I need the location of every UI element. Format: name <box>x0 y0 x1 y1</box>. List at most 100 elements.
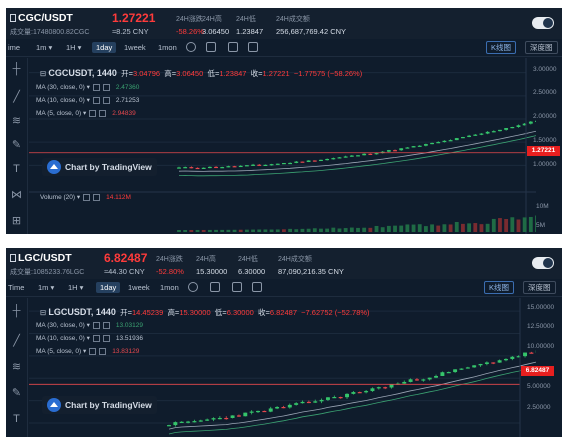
day-interval-button[interactable]: 1day <box>96 282 121 293</box>
volume-bar <box>374 225 379 232</box>
cgc-price-chart[interactable] <box>29 58 536 234</box>
month-interval-button[interactable]: 1mon <box>158 43 177 52</box>
week-interval-button[interactable]: 1week <box>128 283 150 292</box>
volume-bar <box>356 227 360 232</box>
ma30-value: 2.47360 <box>115 84 140 91</box>
fullscreen-icon[interactable] <box>232 282 242 292</box>
measure-icon[interactable]: ⊞ <box>11 215 22 227</box>
hour-dropdown[interactable]: 1H ▾ <box>66 43 82 52</box>
day-interval-button[interactable]: 1day <box>92 42 117 53</box>
volume-bar <box>461 223 465 232</box>
minute-dropdown[interactable]: 1m ▾ <box>38 283 55 292</box>
text-icon[interactable]: T <box>13 413 20 425</box>
tradingview-badge[interactable]: Chart by TradingView <box>42 158 157 176</box>
candle <box>189 167 194 169</box>
screenshot-icon[interactable] <box>248 42 258 52</box>
screenshot-icon[interactable] <box>252 282 262 292</box>
ma10-close-icon[interactable] <box>102 96 110 104</box>
candle <box>300 401 305 404</box>
candle <box>440 372 445 376</box>
ma10-close-icon[interactable] <box>102 334 110 342</box>
candle <box>319 399 324 402</box>
volume-close-icon[interactable] <box>93 193 101 201</box>
ma30-close-icon[interactable] <box>102 321 110 329</box>
pattern-icon[interactable]: ⋈ <box>11 189 22 201</box>
candle <box>516 125 521 127</box>
legend-collapse-icon[interactable]: ⊟ <box>40 308 49 317</box>
time-label: ime <box>8 43 21 52</box>
low-value: 6.30000 <box>238 267 266 276</box>
brush-icon[interactable]: ✎ <box>11 387 22 399</box>
depth-button[interactable]: 深度图 <box>525 41 558 54</box>
ma5-row[interactable]: MA (5, close, 0) ▾ 13.83129 <box>36 347 139 355</box>
month-interval-button[interactable]: 1mon <box>160 283 179 292</box>
ma5-close-icon[interactable] <box>99 347 107 355</box>
lgc-price-chart[interactable] <box>29 298 536 437</box>
legend-collapse-icon[interactable]: ⊟ <box>40 69 49 78</box>
settings-icon[interactable] <box>186 42 196 52</box>
indicator-icon[interactable] <box>210 282 220 292</box>
candle <box>448 140 453 142</box>
ma5-close-icon[interactable] <box>99 109 107 117</box>
ma30-row[interactable]: MA (30, close, 0) ▾ 13.03129 <box>36 321 143 329</box>
volume-bar <box>319 228 323 232</box>
tradingview-badge[interactable]: Chart by TradingView <box>42 396 157 414</box>
candle <box>516 356 521 358</box>
volume-bar <box>399 225 404 232</box>
ma30-row[interactable]: MA (30, close, 0) ▾ 2.47360 <box>36 83 139 91</box>
minute-dropdown[interactable]: 1m ▾ <box>36 43 53 52</box>
week-interval-button[interactable]: 1week <box>124 43 146 52</box>
pair-title[interactable]: CGC/USDT <box>10 12 73 24</box>
ma5-row[interactable]: MA (5, close, 0) ▾ 2.94839 <box>36 109 136 117</box>
ma10-row[interactable]: MA (10, close, 0) ▾ 13.51936 <box>36 334 143 342</box>
ma30-close-icon[interactable] <box>102 83 110 91</box>
trendline-icon[interactable]: ╱ <box>13 335 20 347</box>
volume-bar <box>294 229 299 232</box>
candle <box>408 379 413 382</box>
pair-title[interactable]: LGC/USDT <box>10 252 72 264</box>
trendline-icon[interactable]: ╱ <box>13 91 20 103</box>
candle <box>465 367 470 369</box>
volume-bar <box>183 229 188 232</box>
indicator-icon[interactable] <box>206 42 216 52</box>
hour-dropdown[interactable]: 1H ▾ <box>68 283 84 292</box>
text-icon[interactable]: T <box>13 163 20 175</box>
fullscreen-icon[interactable] <box>228 42 238 52</box>
kline-button[interactable]: K线图 <box>486 41 517 54</box>
candle <box>402 381 407 384</box>
ma30-settings-icon[interactable] <box>92 321 100 329</box>
ma10-value: 13.51936 <box>115 335 143 342</box>
change-label: 24H涨跌 <box>176 16 203 23</box>
candle <box>362 153 367 156</box>
volume-indicator-row[interactable]: Volume (20) ▾ 14.112M <box>40 193 131 201</box>
candle <box>386 150 391 152</box>
volume-settings-icon[interactable] <box>83 193 91 201</box>
candle <box>195 167 200 170</box>
candle <box>459 368 464 370</box>
crosshair-icon[interactable]: ┼ <box>12 63 21 75</box>
last-price-tag: 6.82487 <box>521 366 554 376</box>
settings-icon[interactable] <box>188 282 198 292</box>
brush-icon[interactable]: ✎ <box>11 139 22 151</box>
volume-bar <box>528 216 533 232</box>
change-legend: −1.77575 (−58.26%) <box>293 69 363 78</box>
ma30-settings-icon[interactable] <box>92 83 100 91</box>
fib-icon[interactable]: ≋ <box>11 115 22 127</box>
candle <box>423 144 428 146</box>
ma10-settings-icon[interactable] <box>92 96 100 104</box>
ma5-settings-icon[interactable] <box>89 109 97 117</box>
high-value: 3.06450 <box>202 27 230 36</box>
axis-tick: 10.00000 <box>527 343 555 350</box>
ma10-row[interactable]: MA (10, close, 0) ▾ 2.71253 <box>36 96 139 104</box>
crosshair-icon[interactable]: ┼ <box>12 305 21 317</box>
fib-icon[interactable]: ≋ <box>11 361 22 373</box>
ma5-settings-icon[interactable] <box>89 347 97 355</box>
volume-bar <box>467 223 472 232</box>
kline-button[interactable]: K线图 <box>484 281 515 294</box>
axis-tick: 15.00000 <box>527 304 555 311</box>
theme-toggle[interactable] <box>532 17 554 29</box>
ma10-settings-icon[interactable] <box>92 334 100 342</box>
depth-button[interactable]: 深度图 <box>523 281 556 294</box>
theme-toggle[interactable] <box>532 257 554 269</box>
